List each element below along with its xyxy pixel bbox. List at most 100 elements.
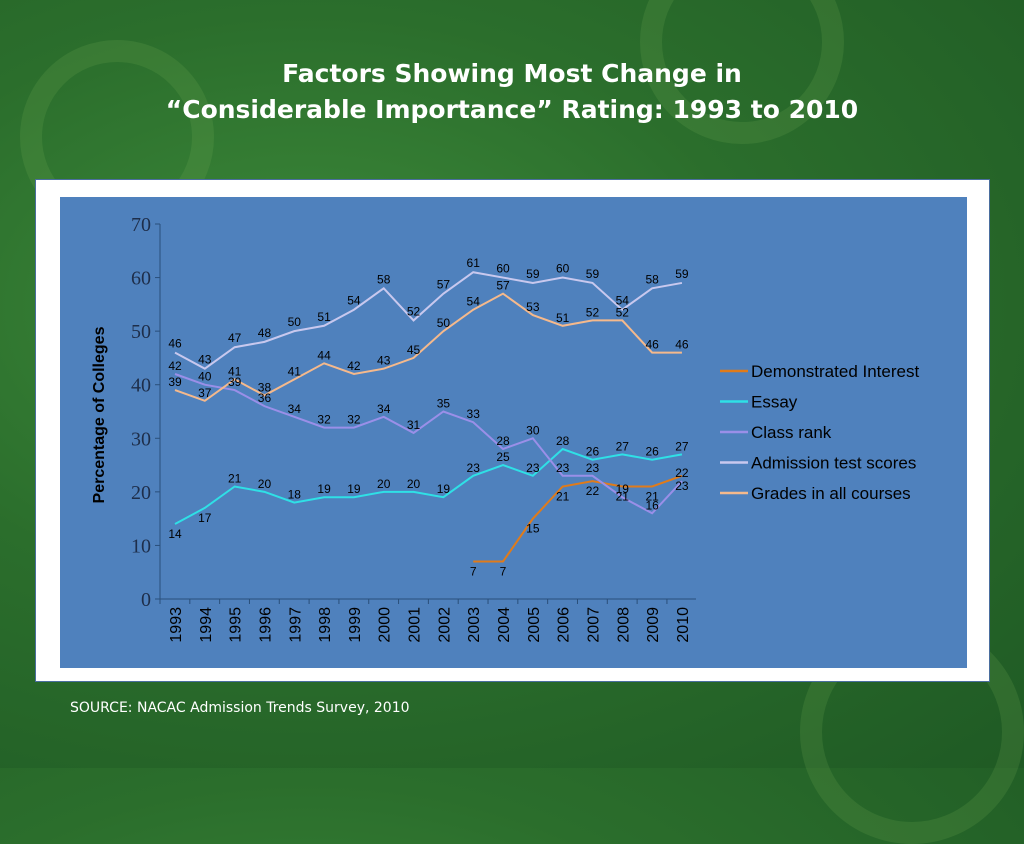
data-label: 23	[526, 461, 540, 475]
x-tick-label: 1996	[257, 607, 274, 643]
data-label: 59	[526, 267, 540, 281]
x-tick-label: 2009	[645, 607, 662, 643]
data-label: 60	[556, 262, 570, 276]
x-tick-label: 1999	[347, 607, 364, 643]
axes: 0 10 20 30 40 50 60 70 1993 1994 1995 1996 1997 1998 1…	[131, 214, 696, 643]
x-tick-label: 2010	[675, 607, 692, 643]
series-line-essay	[174, 447, 683, 525]
data-label: 45	[407, 343, 421, 357]
y-tick-label: 70	[131, 214, 151, 236]
data-label: 17	[198, 511, 212, 525]
data-label: 28	[556, 434, 570, 448]
data-label: 41	[228, 364, 242, 378]
data-label: 19	[437, 482, 451, 496]
y-tick-label: 10	[131, 535, 151, 557]
data-label: 59	[586, 267, 600, 281]
data-label: 57	[437, 278, 451, 292]
data-label: 51	[556, 311, 570, 325]
data-label: 26	[645, 445, 659, 459]
x-tick-label: 1998	[317, 607, 334, 643]
data-label: 39	[228, 375, 242, 389]
data-label: 22	[586, 484, 600, 498]
y-tick-label: 20	[131, 482, 151, 504]
data-label: 20	[407, 477, 421, 491]
data-label: 32	[347, 413, 361, 427]
data-label: 16	[645, 498, 659, 512]
data-label: 23	[675, 479, 689, 493]
data-label: 26	[586, 445, 600, 459]
data-label: 19	[347, 482, 361, 496]
legend: Demonstrated Interest Essay Class rank Admi…	[720, 362, 919, 503]
data-label: 38	[258, 380, 272, 394]
x-tick-label: 2007	[585, 607, 602, 643]
x-tick-label: 2006	[556, 607, 573, 643]
series-line-grades-in-all-courses	[174, 292, 682, 402]
data-label: 58	[645, 272, 659, 286]
data-label: 60	[496, 262, 510, 276]
series-lines	[174, 271, 683, 563]
data-label: 28	[496, 434, 510, 448]
data-label: 19	[317, 482, 331, 496]
source-note: SOURCE: NACAC Admission Trends Survey, 2…	[70, 700, 410, 716]
x-tick-label: 1995	[228, 607, 245, 643]
data-label: 25	[496, 450, 510, 464]
data-label: 27	[675, 439, 689, 453]
data-label: 46	[645, 338, 659, 352]
data-label: 21	[228, 472, 242, 486]
data-label: 59	[675, 267, 689, 281]
data-label: 21	[556, 490, 570, 504]
data-label: 40	[198, 370, 212, 384]
data-label: 58	[377, 272, 391, 286]
data-label: 33	[467, 407, 481, 421]
data-label: 19	[616, 482, 630, 496]
data-label: 54	[347, 294, 361, 308]
plot-background	[60, 197, 967, 668]
data-label: 52	[586, 305, 600, 319]
legend-entry: Demonstrated Interest	[751, 362, 919, 381]
data-label: 53	[526, 300, 540, 314]
slide-title: Factors Showing Most Change in “Consider…	[0, 56, 1024, 128]
y-tick-label: 60	[131, 268, 151, 290]
data-label: 46	[168, 337, 182, 351]
data-label: 61	[467, 256, 481, 270]
data-label: 51	[317, 310, 331, 324]
legend-entry: Essay	[751, 393, 798, 412]
legend-entry: Admission test scores	[751, 454, 916, 473]
x-tick-label: 1994	[198, 607, 215, 643]
data-label: 27	[616, 439, 630, 453]
data-label: 18	[288, 488, 302, 502]
data-label: 36	[258, 391, 272, 405]
data-label: 15	[526, 522, 540, 536]
data-label: 57	[496, 279, 510, 293]
data-label: 23	[556, 461, 570, 475]
chart-frame: 0 10 20 30 40 50 60 70 1993 1994 1995 1996 1997 1998 1…	[35, 179, 990, 682]
x-tick-label: 2008	[615, 607, 632, 643]
data-label: 7	[500, 565, 507, 579]
series-line-class-rank	[174, 373, 683, 515]
data-label: 48	[258, 326, 272, 340]
x-tick-label: 2002	[436, 607, 453, 643]
x-tick-label: 1997	[287, 607, 304, 643]
data-label: 52	[407, 304, 421, 318]
x-tick-label: 2004	[496, 607, 513, 643]
data-label: 21	[616, 490, 630, 504]
data-label: 23	[467, 461, 481, 475]
data-label: 52	[616, 305, 630, 319]
data-label: 14	[168, 527, 182, 541]
data-label: 34	[377, 402, 391, 416]
legend-entry: Class rank	[751, 423, 832, 442]
data-label: 31	[407, 418, 421, 432]
data-label: 39	[168, 375, 182, 389]
data-label: 20	[377, 477, 391, 491]
data-label: 42	[347, 359, 361, 373]
x-tick-label: 1993	[168, 607, 185, 643]
data-label: 32	[317, 413, 331, 427]
data-label: 43	[198, 353, 212, 367]
data-label: 54	[616, 294, 630, 308]
data-label: 41	[288, 364, 302, 378]
data-label: 44	[317, 348, 331, 362]
data-label: 43	[377, 354, 391, 368]
data-label: 30	[526, 423, 540, 437]
data-label: 20	[258, 477, 272, 491]
title-line-2: “Considerable Importance” Rating: 1993 t…	[165, 95, 859, 124]
